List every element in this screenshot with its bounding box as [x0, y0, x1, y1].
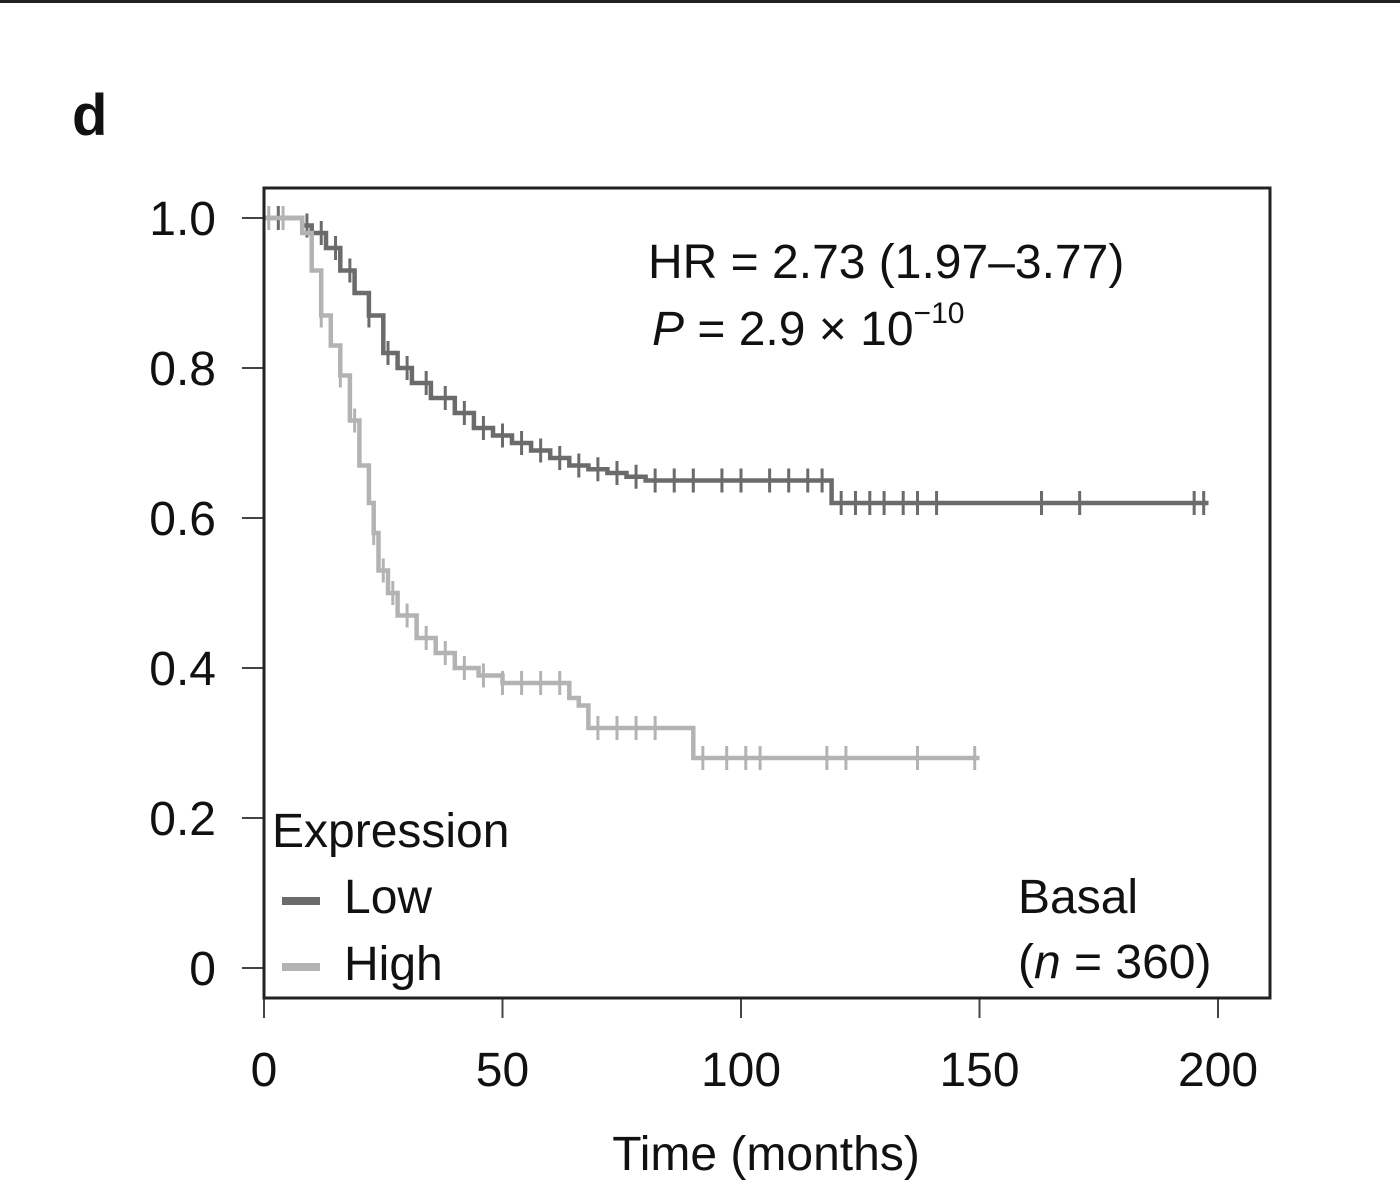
ticks-layer: 0 0.2 0.4 0.6 0.8 1.0 0 50 100 150 200 [149, 193, 1258, 1097]
x-tick-label: 0 [251, 1044, 278, 1097]
legend-high-label: High [344, 938, 443, 991]
n-open: ( [1018, 936, 1034, 989]
x-axis-label: Time (months) [612, 1128, 920, 1181]
n-symbol: n [1034, 936, 1061, 989]
y-tick-label: 0.4 [149, 643, 216, 696]
x-tick-label: 100 [701, 1044, 781, 1097]
y-tick-label: 1.0 [149, 193, 216, 246]
sample-size-label: (n = 360) [1018, 936, 1211, 989]
p-value: = 2.9 × 10 [684, 303, 914, 356]
plot-frame [262, 186, 1272, 1000]
series-high-line [264, 215, 980, 761]
panel-label: d [72, 83, 108, 148]
p-exponent: −10 [914, 297, 965, 330]
legend-title: Expression [272, 805, 509, 858]
p-annotation: P = 2.9 × 10−10 [652, 297, 964, 356]
y-tick-label: 0 [189, 943, 216, 996]
x-tick-label: 50 [476, 1044, 529, 1097]
legend-low-label: Low [344, 871, 432, 924]
subset-label: Basal [1018, 871, 1138, 924]
top-rule [0, 0, 1400, 3]
x-tick-label: 150 [939, 1044, 1019, 1097]
p-symbol: P [652, 303, 684, 356]
y-tick-label: 0.6 [149, 493, 216, 546]
x-tick-label: 200 [1178, 1044, 1258, 1097]
hr-annotation: HR = 2.73 (1.97–3.77) [648, 236, 1124, 289]
y-tick-label: 0.8 [149, 343, 216, 396]
y-tick-label: 0.2 [149, 793, 216, 846]
n-rest: = 360) [1061, 936, 1212, 989]
series-layer [264, 206, 1209, 770]
